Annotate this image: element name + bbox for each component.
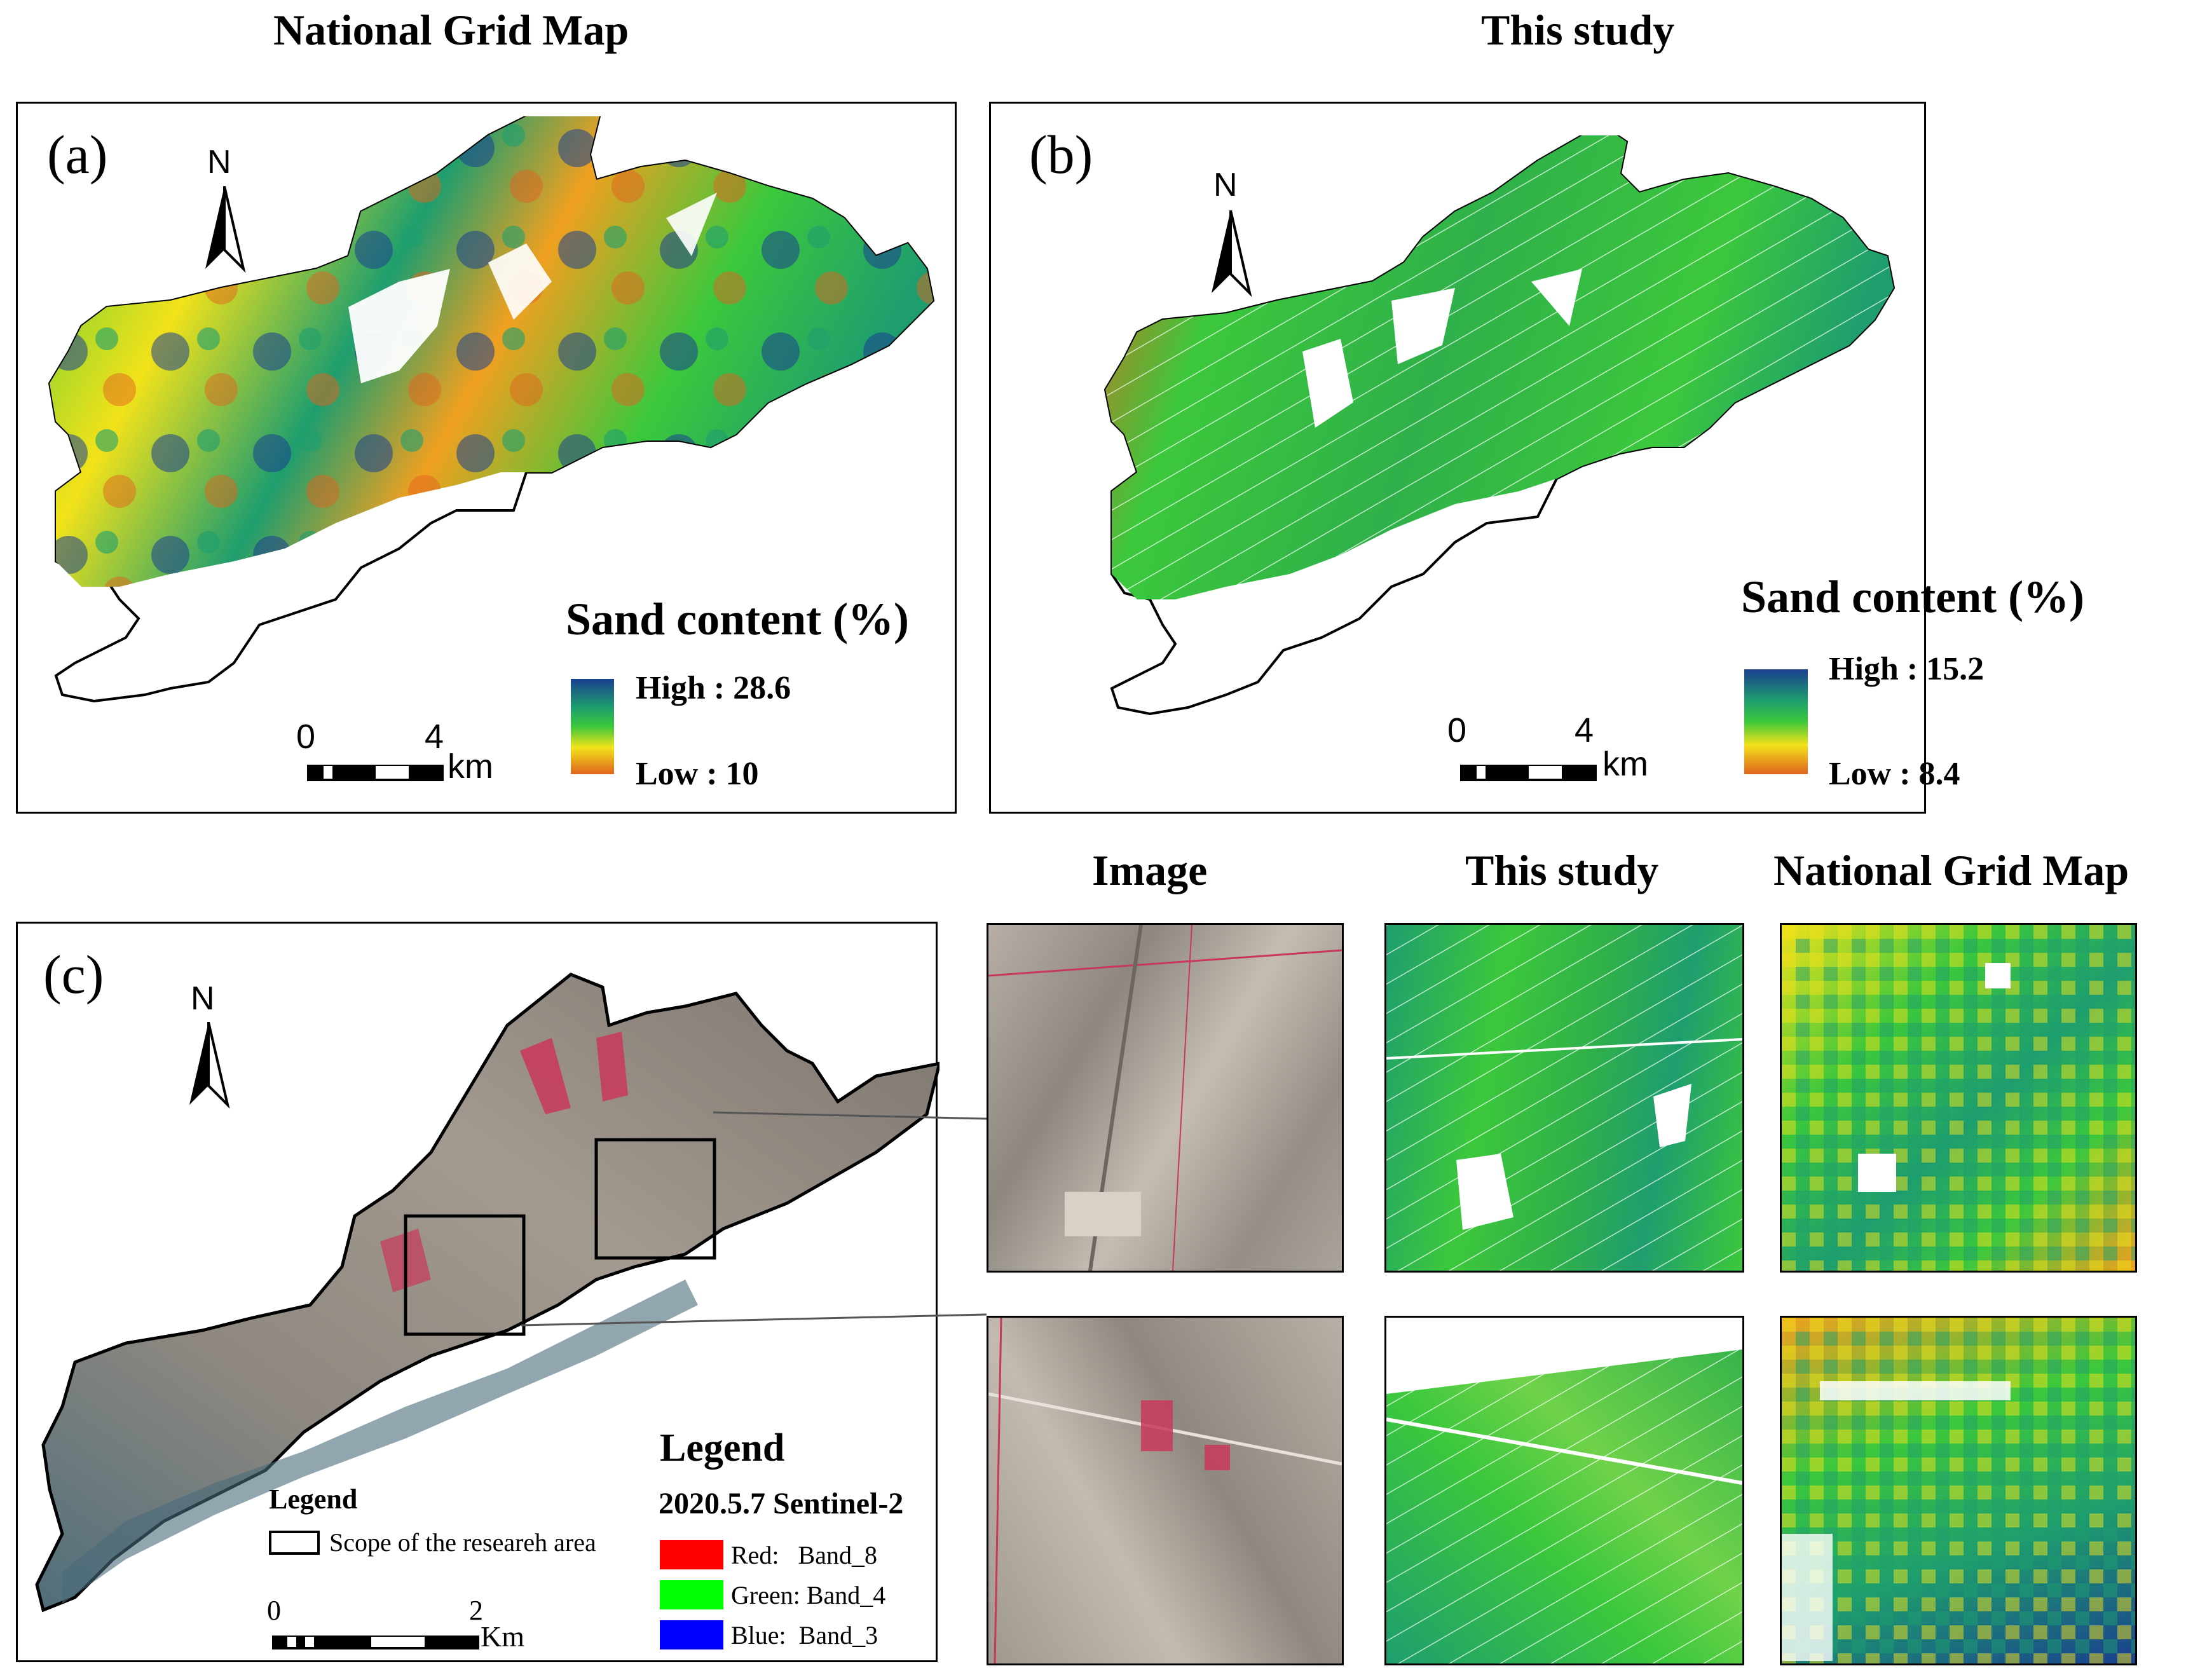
band-blue-swatch xyxy=(660,1620,723,1649)
legend-low-a: Low : 10 xyxy=(636,756,759,792)
north-label: N xyxy=(207,144,231,181)
legend-scope-swatch xyxy=(269,1531,320,1555)
legend-low-b: Low : 8.4 xyxy=(1829,756,1960,792)
north-label: N xyxy=(191,980,215,1017)
north-arrow-icon xyxy=(1212,210,1252,297)
legend-high-a: High : 28.6 xyxy=(636,670,791,706)
band-red-swatch xyxy=(660,1540,723,1569)
title-this-study: This study xyxy=(1481,6,1675,54)
north-arrow-icon xyxy=(189,1022,230,1109)
title-image: Image xyxy=(1092,846,1208,894)
band-red-label: Red: Band_8 xyxy=(731,1541,877,1569)
legend2-heading: Legend xyxy=(660,1426,785,1470)
title-this-study-2: This study xyxy=(1465,846,1659,894)
zoom-national-grid-1 xyxy=(1780,923,2137,1273)
zoom-this-study-1 xyxy=(1384,923,1744,1273)
scale-unit-a: km xyxy=(447,748,493,786)
scale-bar-a xyxy=(307,765,444,781)
zoom-image-1 xyxy=(987,923,1344,1273)
band-blue-label: Blue: Band_3 xyxy=(731,1621,878,1649)
legend-title-a: Sand content (%) xyxy=(566,594,910,645)
scale-end-c: 2 xyxy=(469,1595,483,1626)
color-ramp-b xyxy=(1744,669,1808,774)
scale-bar-c xyxy=(272,1636,479,1649)
title-national-grid-map: National Grid Map xyxy=(273,6,629,54)
scale-unit-c: Km xyxy=(481,1620,524,1653)
north-arrow-icon xyxy=(205,186,246,273)
legend2-subtitle: 2020.5.7 Sentinel-2 xyxy=(659,1487,904,1520)
panel-b: (b) N Sand content (%) High : 15.2 Low :… xyxy=(989,102,2084,814)
scale-start-c: 0 xyxy=(267,1595,281,1626)
zoom-this-study-2 xyxy=(1384,1316,1744,1665)
sand-map-b xyxy=(1103,135,1896,716)
sand-map-a xyxy=(48,116,935,703)
scale-end-a: 4 xyxy=(425,718,444,756)
legend-heading: Legend xyxy=(269,1484,358,1515)
band-green-label: Green: Band_4 xyxy=(731,1581,886,1609)
panel-c-label: (c) xyxy=(43,944,104,1005)
color-ramp-a xyxy=(571,679,614,774)
panel-b-label: (b) xyxy=(1029,124,1093,185)
zoom-national-grid-2 xyxy=(1780,1316,2137,1665)
scale-start-a: 0 xyxy=(296,718,316,756)
legend-high-b: High : 15.2 xyxy=(1829,651,1985,687)
legend-scope-label: Scope of the researeh area xyxy=(329,1528,596,1557)
zoom-image-2 xyxy=(987,1316,1344,1665)
satellite-map xyxy=(35,973,939,1613)
panel-a-label: (a) xyxy=(47,124,108,185)
panel-c: (c) N Legend Scope of the researeh area … xyxy=(16,922,939,1662)
north-label: N xyxy=(1213,167,1238,203)
band-green-swatch xyxy=(660,1580,723,1609)
scale-end-b: 4 xyxy=(1575,711,1594,749)
legend-title-b: Sand content (%) xyxy=(1741,571,2085,622)
scale-unit-b: km xyxy=(1602,745,1648,783)
scale-bar-b xyxy=(1460,765,1597,781)
panel-a: (a) N Sand content (%) High : 28.6 Low :… xyxy=(16,102,957,814)
title-national-grid-map-2: National Grid Map xyxy=(1773,846,2129,894)
scale-start-b: 0 xyxy=(1447,711,1467,749)
